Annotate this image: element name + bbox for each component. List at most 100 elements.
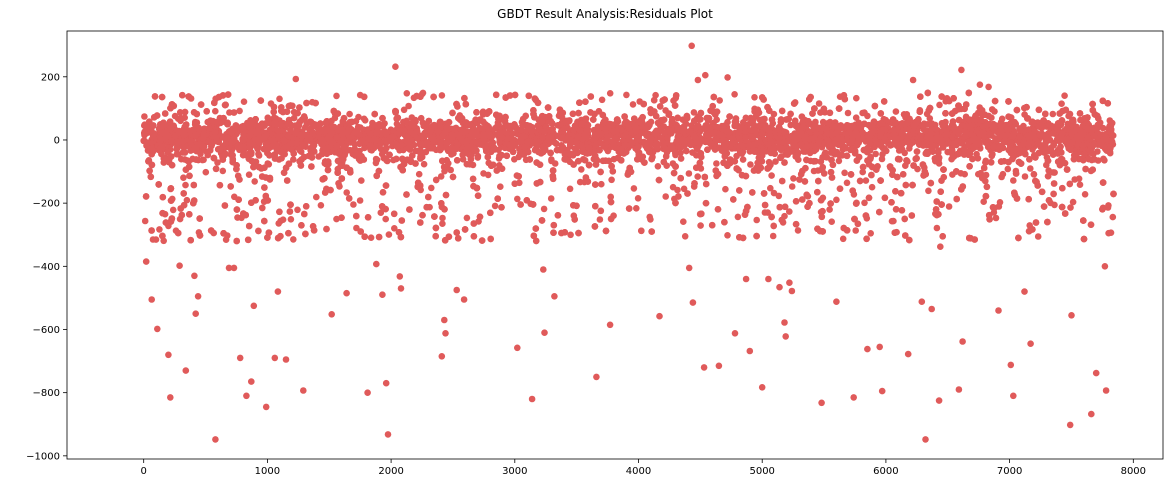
data-point [484, 171, 492, 179]
data-point [141, 217, 149, 225]
data-point [514, 195, 521, 203]
data-point [251, 178, 258, 185]
data-point [724, 232, 731, 239]
data-point [677, 155, 685, 162]
data-point [317, 202, 325, 209]
data-point [770, 110, 778, 118]
data-point [1069, 198, 1077, 206]
data-point [826, 206, 833, 213]
data-point [472, 116, 479, 123]
data-point [868, 183, 876, 191]
data-point [294, 206, 301, 214]
data-point [681, 233, 689, 240]
data-point [925, 187, 932, 195]
data-point [722, 185, 729, 193]
data-point [879, 151, 886, 158]
data-point [367, 234, 375, 241]
data-point [547, 195, 555, 202]
data-point [940, 173, 948, 181]
data-point [606, 90, 614, 97]
data-point [439, 220, 446, 227]
data-point [787, 121, 794, 129]
data-point [180, 174, 187, 181]
data-point [1051, 169, 1058, 176]
data-point [862, 177, 870, 184]
data-point [141, 113, 148, 120]
data-point [980, 198, 987, 205]
data-point [437, 173, 445, 180]
data-point [255, 150, 262, 158]
data-point [654, 163, 662, 170]
data-point [377, 209, 385, 216]
data-point [647, 216, 654, 223]
data-point [356, 197, 364, 204]
data-point [713, 160, 720, 167]
data-point [794, 227, 802, 234]
data-point [992, 214, 1000, 222]
data-point [1061, 92, 1068, 99]
data-point [447, 166, 455, 174]
data-point [902, 162, 909, 169]
data-point [382, 215, 390, 223]
data-point [343, 189, 351, 196]
data-point [844, 109, 852, 117]
chart-title: GBDT Result Analysis:Residuals Plot [497, 7, 713, 21]
data-point [1034, 233, 1042, 240]
data-point [1081, 191, 1089, 198]
data-point [419, 119, 427, 127]
data-point [1027, 165, 1034, 172]
data-point [234, 214, 241, 221]
data-point [214, 159, 221, 166]
data-point [731, 91, 738, 98]
data-point [1010, 177, 1017, 184]
data-point [936, 101, 943, 109]
data-point [415, 170, 423, 178]
data-point [770, 189, 778, 197]
data-point [775, 192, 783, 200]
data-point [287, 216, 295, 223]
data-point [450, 150, 457, 157]
data-point [634, 195, 642, 202]
data-point [428, 184, 435, 192]
data-point [290, 156, 297, 163]
data-point [236, 107, 243, 115]
data-point [183, 196, 191, 204]
data-point [169, 206, 177, 214]
data-point [358, 177, 365, 184]
data-point [1021, 173, 1029, 180]
data-point [333, 215, 340, 223]
data-point [764, 209, 771, 216]
data-point [405, 102, 412, 110]
data-point [393, 120, 401, 128]
data-point [815, 100, 823, 107]
data-point [608, 176, 615, 184]
data-point [200, 125, 207, 133]
data-point [629, 101, 637, 108]
data-point [820, 170, 828, 177]
data-point [313, 193, 320, 201]
data-point [400, 106, 408, 114]
data-point [739, 156, 747, 163]
data-point [420, 160, 428, 168]
data-point [551, 160, 559, 167]
data-point [680, 218, 687, 225]
data-point [279, 216, 287, 223]
data-point [1051, 201, 1058, 209]
data-point [786, 208, 793, 215]
data-point [1099, 124, 1107, 132]
data-point [240, 98, 248, 105]
data-point [852, 227, 859, 234]
data-point [973, 150, 980, 158]
data-point [810, 167, 818, 175]
data-point [662, 193, 669, 200]
data-point [788, 183, 796, 190]
data-point [156, 226, 163, 233]
data-point [1004, 165, 1012, 173]
data-point [1049, 110, 1057, 118]
data-point [975, 170, 982, 178]
data-point [219, 167, 227, 175]
data-point [623, 91, 630, 99]
data-point [385, 231, 393, 238]
data-point [200, 156, 207, 164]
